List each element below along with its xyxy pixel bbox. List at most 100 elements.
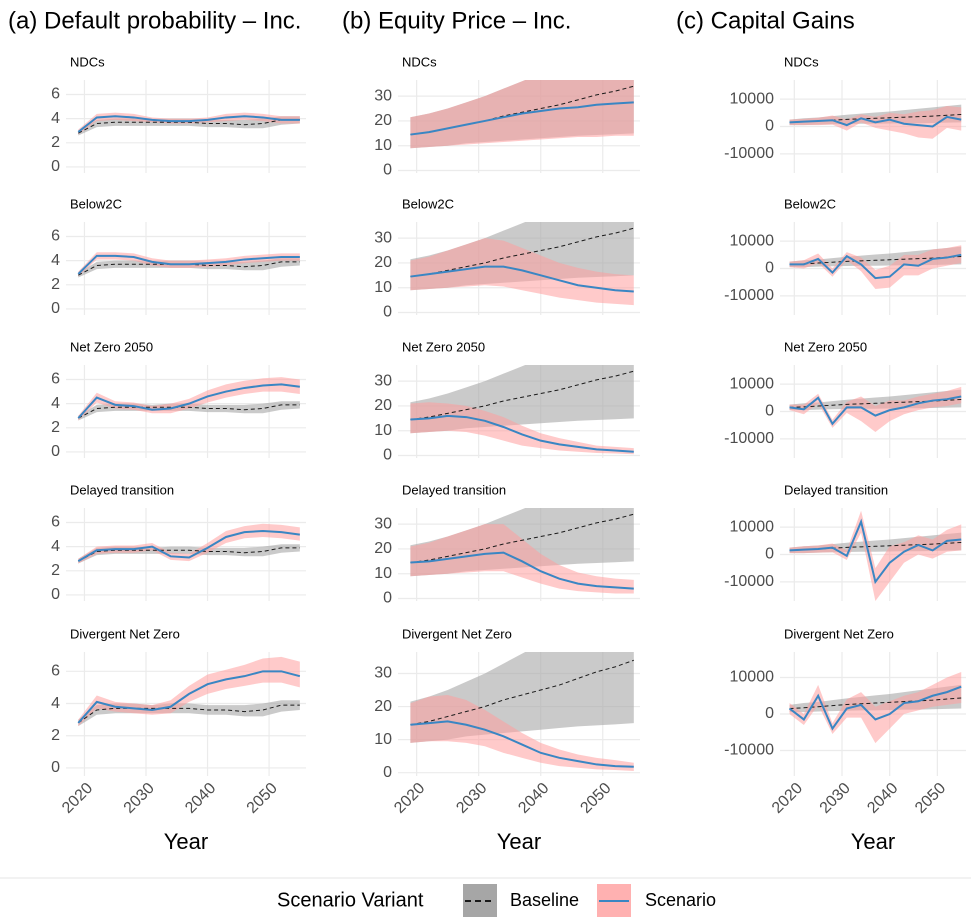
facet-label: Net Zero 2050	[70, 339, 153, 354]
y-tick-label: 10000	[730, 669, 775, 686]
y-tick-label: 10000	[730, 232, 775, 249]
y-tick-label: 30	[374, 229, 392, 246]
baseline-line	[78, 704, 300, 724]
legend-label: Baseline	[510, 890, 579, 910]
x-tick-label: 2040	[864, 780, 901, 817]
facet-label: Below2C	[784, 196, 836, 211]
y-tick-label: 0	[383, 162, 392, 179]
column-title: (c) Capital Gains	[676, 7, 855, 34]
panel-plot	[410, 80, 634, 149]
panel-plot	[410, 652, 634, 772]
legend-label: Scenario	[645, 890, 716, 910]
y-tick-label: 0	[383, 447, 392, 464]
y-tick-label: 30	[374, 372, 392, 389]
x-tick-label: 2020	[59, 780, 96, 817]
scenario-line	[789, 115, 962, 128]
panel-plot	[410, 365, 634, 455]
y-tick-label: -10000	[724, 430, 774, 447]
facet-label: Divergent Net Zero	[70, 626, 180, 641]
y-tick-label: 4	[51, 252, 60, 269]
baseline-line	[410, 227, 634, 278]
scenario-band	[789, 245, 962, 290]
panel-plot	[77, 252, 300, 278]
y-tick-label: 0	[51, 158, 60, 175]
y-tick-label: 0	[383, 304, 392, 321]
scenario-line	[77, 529, 300, 563]
y-tick-label: -10000	[724, 287, 774, 304]
scenario-line	[77, 383, 300, 419]
column-title: (b) Equity Price – Inc.	[342, 7, 571, 34]
x-tick-label: 2020	[769, 780, 806, 817]
baseline-band	[78, 258, 300, 278]
y-tick-label: 4	[51, 110, 60, 127]
y-tick-label: 0	[765, 118, 774, 135]
y-tick-label: 6	[51, 371, 60, 388]
panel-plot	[789, 245, 962, 290]
y-tick-label: 6	[51, 663, 60, 680]
facet-label: NDCs	[402, 54, 437, 69]
facet-label: Below2C	[402, 196, 454, 211]
x-axis-label: Year	[851, 829, 895, 854]
scenario-line	[410, 101, 634, 136]
x-tick-label: 2040	[182, 780, 219, 817]
x-tick-label: 2050	[577, 780, 614, 817]
x-tick-label: 2030	[453, 780, 490, 817]
scenario-line	[788, 685, 962, 731]
x-axis-label: Year	[497, 829, 541, 854]
panel-plot	[789, 386, 962, 433]
scenario-line	[77, 115, 300, 133]
facet-label: Net Zero 2050	[784, 339, 867, 354]
y-tick-label: 0	[51, 443, 60, 460]
facet-label: Divergent Net Zero	[784, 626, 894, 641]
scenario-line	[410, 414, 634, 453]
y-tick-label: 0	[51, 300, 60, 317]
scenario-band	[789, 386, 962, 433]
scenario-band	[789, 510, 962, 601]
scenario-line	[789, 395, 962, 426]
y-tick-label: 10000	[730, 90, 775, 107]
baseline-line	[789, 697, 962, 710]
panel-plot	[410, 222, 634, 306]
y-tick-label: -10000	[724, 145, 774, 162]
y-tick-label: 20	[374, 540, 392, 557]
panel-plot	[788, 672, 962, 744]
facet-label: Net Zero 2050	[402, 339, 485, 354]
scenario-band	[410, 80, 634, 149]
facet-label: Delayed transition	[70, 482, 174, 497]
y-tick-label: 6	[51, 228, 60, 245]
scenario-band	[78, 377, 300, 421]
y-tick-label: -10000	[724, 573, 774, 590]
y-tick-label: 0	[765, 705, 774, 722]
y-tick-label: 30	[374, 87, 392, 104]
scenario-band	[410, 524, 634, 594]
y-tick-label: 10000	[730, 518, 775, 535]
y-tick-label: 10	[374, 137, 392, 154]
x-tick-label: 2050	[912, 780, 949, 817]
baseline-line	[410, 659, 634, 726]
facet-label: NDCs	[70, 54, 105, 69]
y-tick-label: 20	[374, 112, 392, 129]
x-tick-label: 2030	[817, 780, 854, 817]
scenario-line	[77, 670, 301, 724]
y-tick-label: 2	[51, 134, 60, 151]
y-tick-label: 4	[51, 395, 60, 412]
y-tick-label: 10	[374, 279, 392, 296]
y-tick-label: 10	[374, 422, 392, 439]
y-tick-label: 2	[51, 419, 60, 436]
panel-plot	[410, 508, 634, 594]
scenario-line	[789, 253, 962, 280]
scenario-line	[410, 265, 634, 293]
panel-plot	[77, 377, 300, 421]
y-tick-label: 0	[383, 590, 392, 607]
y-tick-label: 20	[374, 698, 392, 715]
scenario-band	[789, 672, 962, 744]
y-tick-label: 4	[51, 695, 60, 712]
y-tick-label: 0	[765, 260, 774, 277]
panel-plot	[789, 104, 962, 139]
y-tick-label: 10000	[730, 375, 775, 392]
y-tick-label: 10	[374, 565, 392, 582]
baseline-line	[78, 404, 300, 419]
y-tick-label: 0	[765, 403, 774, 420]
scenario-band	[78, 523, 300, 564]
y-tick-label: 6	[51, 514, 60, 531]
